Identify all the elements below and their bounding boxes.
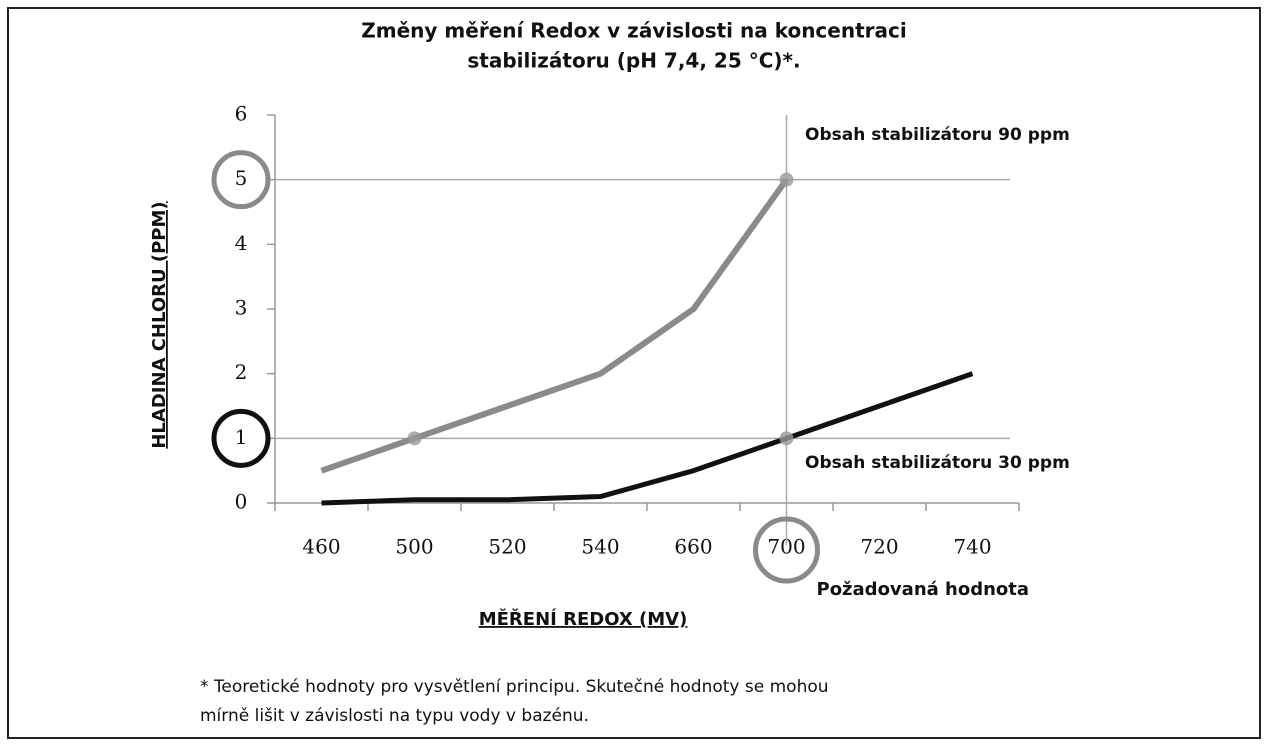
footnote: * Teoretické hodnoty pro vysvětlení prin… — [200, 677, 829, 697]
x-tick-label: 740 — [953, 535, 991, 559]
x-tick-label: 540 — [581, 535, 619, 559]
y-tick-label: 4 — [235, 231, 248, 255]
point-marker — [779, 431, 794, 446]
series-label: Obsah stabilizátoru 90 ppm — [805, 125, 1070, 145]
x-axis-title: MĚŘENÍ REDOX (MV) — [479, 608, 688, 630]
series-line — [321, 371, 974, 506]
footnote: mírně lišit v závislosti na typu vody v … — [200, 706, 589, 726]
annotation: Požadovaná hodnota — [817, 579, 1030, 600]
x-tick-label: 520 — [488, 535, 526, 559]
x-tick-label: 720 — [860, 535, 898, 559]
highlight-circle — [753, 516, 820, 584]
y-tick-label: 2 — [235, 360, 248, 384]
x-tick-label: 460 — [302, 535, 340, 559]
y-tick-label: 3 — [235, 296, 248, 320]
chart-title: Změny měření Redox v závislosti na konce… — [361, 19, 906, 43]
y-tick-label: 6 — [235, 102, 248, 126]
y-tick-label: 0 — [235, 490, 248, 514]
frame — [7, 7, 1261, 739]
y-tick-label: 5 — [235, 166, 248, 190]
x-tick-label: 660 — [674, 535, 712, 559]
chart-title: stabilizátoru (pH 7,4, 25 °C)*. — [467, 49, 800, 73]
y-axis-title: HLADINA CHLORU (PPM) — [149, 201, 170, 448]
series-label: Obsah stabilizátoru 30 ppm — [805, 453, 1070, 473]
series-line — [320, 177, 789, 474]
point-marker — [407, 431, 422, 446]
x-tick-label: 500 — [395, 535, 433, 559]
y-tick-label: 1 — [235, 425, 248, 449]
highlight-circle — [211, 408, 271, 468]
point-marker — [779, 172, 794, 187]
highlight-circle — [211, 150, 271, 210]
